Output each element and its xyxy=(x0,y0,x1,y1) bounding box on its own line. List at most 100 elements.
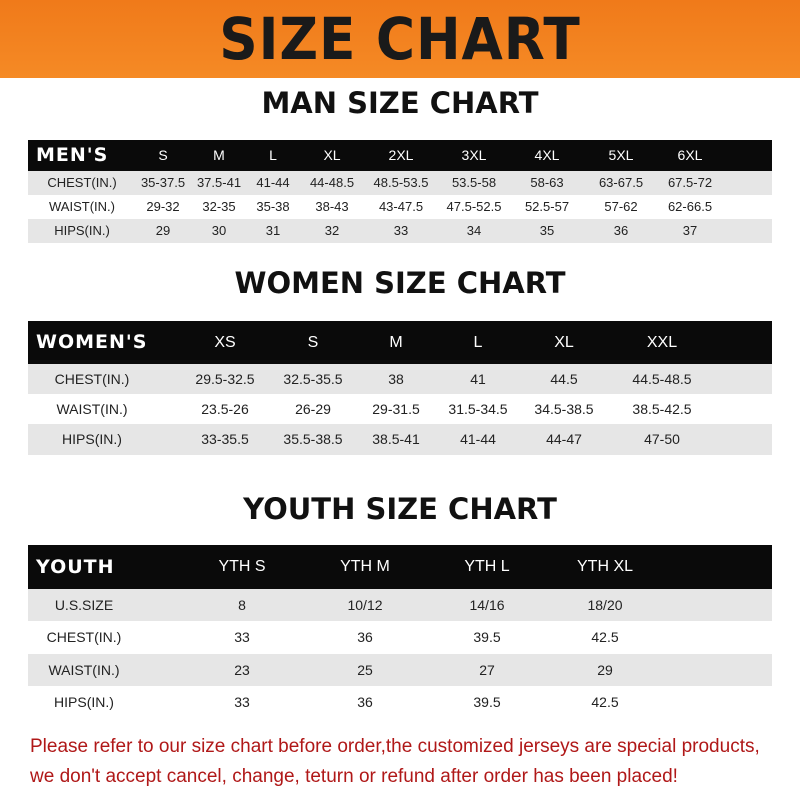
table-cell: 37 xyxy=(682,223,698,238)
table-row: HIPS(IN.) 33-35.5 35.5-38.5 38.5-41 41-44 44-… xyxy=(28,424,772,455)
table-row: HIPS(IN.) 33 36 39.5 42.5 xyxy=(28,686,772,718)
table-cell: 32.5-35.5 xyxy=(283,371,343,387)
table-cell: 47-50 xyxy=(644,431,680,447)
table-cell: 36 xyxy=(357,694,373,710)
table-header-row: MEN'S S M L XL 2XL 3XL 4XL 5XL 6XL xyxy=(28,140,772,171)
table-row: CHEST(IN.) 35-37.5 37.5-41 41-44 44-48.5 48.5… xyxy=(28,171,772,195)
table-cell: 42.5 xyxy=(591,694,619,710)
size-header: XXL xyxy=(646,334,678,351)
table-cell: 33 xyxy=(393,223,409,238)
table-cell: 10/12 xyxy=(347,597,383,613)
table-cell: 23.5-26 xyxy=(201,401,249,417)
size-header: YTH M xyxy=(340,558,390,575)
table-row: WAIST(IN.) 23 25 27 29 xyxy=(28,654,772,686)
table-cell: 44.5 xyxy=(550,371,578,387)
size-header: 5XL xyxy=(608,147,634,163)
table-cell: 35.5-38.5 xyxy=(283,431,343,447)
table-row: WAIST(IN.) 29-32 32-35 35-38 38-43 43-47.5 47.… xyxy=(28,195,772,219)
table-cell: 39.5 xyxy=(473,694,501,710)
size-chart-banner: SIZE CHART xyxy=(0,0,800,78)
youth-size-table: YOUTH YTH S YTH M YTH L YTH XL U.S.SIZE 8 10/12… xyxy=(28,545,772,718)
table-cell: 32-35 xyxy=(202,199,236,214)
table-cell: 31 xyxy=(265,223,281,238)
table-cell: 14/16 xyxy=(469,597,505,613)
header-label: MEN'S xyxy=(36,144,109,166)
table-cell: 29 xyxy=(597,662,613,678)
size-header: L xyxy=(473,334,483,351)
size-header: 2XL xyxy=(388,147,414,163)
table-cell: 36 xyxy=(357,629,373,645)
table-row: CHEST(IN.) 29.5-32.5 32.5-35.5 38 41 44.5 44.5… xyxy=(28,364,772,394)
table-cell: 23 xyxy=(234,662,250,678)
size-header: YTH S xyxy=(218,558,266,575)
table-cell: 39.5 xyxy=(473,629,501,645)
header-label: WOMEN'S xyxy=(36,331,148,353)
table-cell: 42.5 xyxy=(591,629,619,645)
row-label: WAIST(IN.) xyxy=(48,662,120,678)
table-row: HIPS(IN.) 29 30 31 32 33 34 35 36 37 xyxy=(28,219,772,243)
table-cell: 44-47 xyxy=(546,431,582,447)
size-header: L xyxy=(269,147,277,163)
table-cell: 29-31.5 xyxy=(372,401,420,417)
table-cell: 62-66.5 xyxy=(667,199,713,214)
table-cell: 38.5-42.5 xyxy=(632,401,692,417)
men-section-title: MAN SIZE CHART xyxy=(261,86,539,120)
table-cell: 35-38 xyxy=(256,199,290,214)
size-header: S xyxy=(307,334,319,351)
table-cell: 63-67.5 xyxy=(598,175,644,190)
size-header: M xyxy=(213,147,225,163)
table-cell: 32 xyxy=(324,223,340,238)
row-label: HIPS(IN.) xyxy=(54,694,114,710)
table-cell: 29.5-32.5 xyxy=(195,371,255,387)
size-header: 3XL xyxy=(461,147,487,163)
table-cell: 38.5-41 xyxy=(372,431,420,447)
notice-line-2: we don't accept cancel, change, teturn o… xyxy=(30,766,678,787)
table-cell: 48.5-53.5 xyxy=(373,175,429,190)
table-cell: 41 xyxy=(470,371,486,387)
row-label: HIPS(IN.) xyxy=(54,223,110,238)
size-header: XL xyxy=(323,147,341,163)
row-label: CHEST(IN.) xyxy=(54,371,130,387)
table-cell: 38-43 xyxy=(315,199,349,214)
table-cell: 36 xyxy=(613,223,629,238)
table-cell: 53.5-58 xyxy=(451,175,497,190)
table-cell: 8 xyxy=(238,597,246,613)
table-cell: 25 xyxy=(357,662,373,678)
women-size-table: WOMEN'S XS S M L XL XXL CHEST(IN.) 29.5-32.5 32.5… xyxy=(28,321,772,455)
table-cell: 47.5-52.5 xyxy=(446,199,502,214)
table-cell: 37.5-41 xyxy=(196,175,242,190)
women-section-title: WOMEN SIZE CHART xyxy=(234,266,566,300)
table-cell: 30 xyxy=(211,223,227,238)
table-cell: 41-44 xyxy=(460,431,496,447)
table-cell: 26-29 xyxy=(295,401,331,417)
table-cell: 34.5-38.5 xyxy=(534,401,594,417)
size-header: 6XL xyxy=(677,147,703,163)
size-header: XL xyxy=(554,334,574,351)
table-row: U.S.SIZE 8 10/12 14/16 18/20 xyxy=(28,589,772,621)
table-cell: 58-63 xyxy=(530,175,564,190)
table-cell: 43-47.5 xyxy=(378,199,424,214)
youth-section-title: YOUTH SIZE CHART xyxy=(243,492,557,526)
size-header: XS xyxy=(214,334,236,351)
banner-title: SIZE CHART xyxy=(219,5,581,73)
row-label: CHEST(IN.) xyxy=(47,175,117,190)
row-label: CHEST(IN.) xyxy=(46,629,122,645)
table-header-row: WOMEN'S XS S M L XL XXL xyxy=(28,321,772,364)
table-cell: 34 xyxy=(466,223,482,238)
size-header: M xyxy=(389,334,403,351)
table-cell: 33 xyxy=(234,629,250,645)
table-row: WAIST(IN.) 23.5-26 26-29 29-31.5 31.5-34.5 34… xyxy=(28,394,772,424)
table-cell: 52.5-57 xyxy=(524,199,570,214)
table-cell: 29 xyxy=(155,223,171,238)
size-header: 4XL xyxy=(534,147,560,163)
size-header: YTH XL xyxy=(576,558,634,575)
row-label: HIPS(IN.) xyxy=(62,431,122,447)
notice-line-1: Please refer to our size chart before or… xyxy=(30,736,760,757)
table-cell: 33 xyxy=(234,694,250,710)
size-header: YTH L xyxy=(464,558,510,575)
men-size-table: MEN'S S M L XL 2XL 3XL 4XL 5XL 6XL CHEST(IN.) 35-37… xyxy=(28,140,772,243)
table-cell: 44-48.5 xyxy=(309,175,355,190)
table-cell: 38 xyxy=(388,371,404,387)
table-cell: 27 xyxy=(479,662,495,678)
header-label: YOUTH xyxy=(36,556,115,578)
